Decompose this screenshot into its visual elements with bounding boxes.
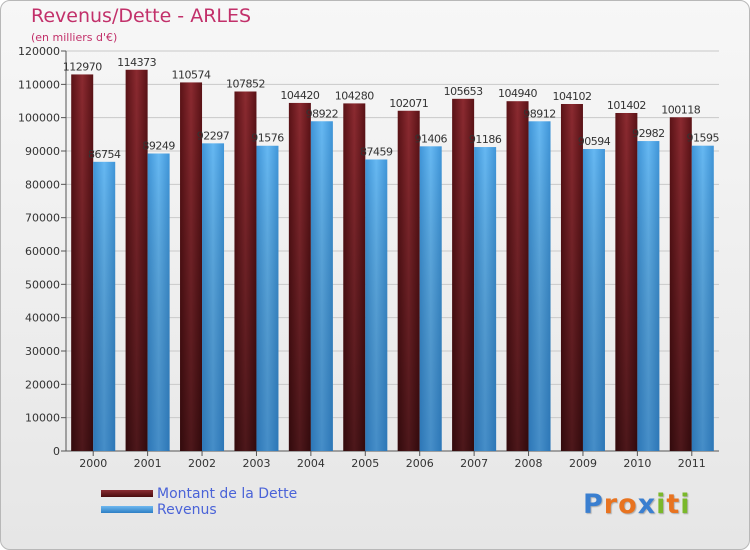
bar-dette-shade — [615, 112, 638, 451]
data-label: 92982 — [632, 127, 665, 140]
bar-dette-shade — [125, 69, 148, 452]
data-label: 86754 — [88, 148, 121, 161]
y-tick-label: 60000 — [25, 245, 60, 258]
x-tick-label: 2005 — [351, 457, 379, 470]
x-tick-label: 2000 — [79, 457, 107, 470]
bar-dette-shade — [506, 101, 529, 451]
bar-revenus-shade — [365, 159, 388, 451]
y-tick-label: 80000 — [25, 178, 60, 191]
data-label: 114373 — [117, 56, 156, 69]
data-label: 104102 — [552, 90, 591, 103]
x-tick-label: 2008 — [515, 457, 543, 470]
y-tick-label: 40000 — [25, 312, 60, 325]
logo-letter: r — [603, 489, 619, 520]
bar-dette-shade — [669, 117, 692, 452]
bar-revenus-shade — [474, 147, 497, 451]
y-tick-label: 10000 — [25, 412, 60, 425]
bar-revenus-shade — [93, 161, 116, 451]
bar-dette-shade — [452, 98, 475, 451]
logo-letter: t — [666, 489, 681, 520]
data-label: 104940 — [498, 87, 537, 100]
logo-letter: i — [656, 489, 667, 520]
data-label: 104420 — [280, 89, 319, 102]
data-label: 102071 — [389, 97, 428, 110]
logo-letter: i — [680, 489, 691, 520]
x-tick-label: 2011 — [678, 457, 706, 470]
bar-revenus-shade — [147, 153, 170, 451]
bar-revenus-shade — [637, 141, 660, 451]
x-tick-label: 2010 — [623, 457, 651, 470]
x-tick-label: 2006 — [406, 457, 434, 470]
bar-revenus-shade — [691, 145, 714, 451]
legend-label-revenus: Revenus — [157, 502, 217, 518]
x-tick-label: 2007 — [460, 457, 488, 470]
bar-dette-shade — [343, 103, 366, 452]
x-tick-label: 2009 — [569, 457, 597, 470]
bar-revenus-shade — [310, 121, 333, 451]
y-tick-label: 70000 — [25, 212, 60, 225]
data-label: 110574 — [172, 68, 211, 81]
bar-dette-shade — [71, 74, 94, 451]
x-tick-label: 2003 — [242, 457, 270, 470]
data-label: 91576 — [251, 132, 284, 145]
data-label: 105653 — [444, 85, 483, 98]
data-label: 100118 — [661, 103, 700, 116]
bar-revenus-shade — [202, 143, 225, 452]
data-label: 101402 — [607, 99, 646, 112]
logo-letter: o — [618, 489, 638, 520]
bar-dette-shade — [180, 82, 203, 452]
bar-revenus-shade — [419, 146, 442, 451]
data-label: 90594 — [578, 135, 611, 148]
y-tick-label: 20000 — [25, 378, 60, 391]
bar-dette-shade — [234, 91, 257, 451]
legend-label-dette: Montant de la Dette — [157, 486, 298, 502]
y-tick-label: 120000 — [18, 45, 60, 58]
data-label: 112970 — [63, 60, 102, 73]
proxiti-logo: Proxiti — [583, 489, 691, 520]
x-tick-label: 2004 — [297, 457, 325, 470]
bar-dette-shade — [397, 110, 420, 451]
legend-swatch-dette — [101, 490, 153, 497]
chart-title: Revenus/Dette - ARLES — [31, 5, 252, 27]
y-tick-label: 50000 — [25, 278, 60, 291]
data-label: 98922 — [306, 107, 339, 120]
logo-letter: P — [583, 489, 604, 520]
logo-letter: x — [637, 489, 657, 520]
y-tick-label: 110000 — [18, 78, 60, 91]
bar-revenus-shade — [256, 145, 279, 451]
data-label: 91406 — [414, 132, 447, 145]
data-label: 98912 — [523, 107, 556, 120]
legend-swatch-revenus — [101, 506, 153, 513]
y-tick-label: 0 — [53, 445, 60, 458]
bar-revenus-shade — [582, 149, 605, 451]
y-tick-label: 30000 — [25, 345, 60, 358]
data-label: 91595 — [687, 132, 720, 145]
data-label: 87459 — [360, 145, 393, 158]
y-tick-label: 100000 — [18, 112, 60, 125]
data-label: 91186 — [469, 133, 502, 146]
x-tick-label: 2001 — [134, 457, 162, 470]
bar-dette-shade — [288, 102, 311, 451]
bar-dette-shade — [560, 103, 583, 451]
chart-subtitle: (en milliers d'€) — [31, 31, 118, 44]
y-tick-label: 90000 — [25, 145, 60, 158]
data-label: 104280 — [335, 89, 374, 102]
x-tick-label: 2002 — [188, 457, 216, 470]
bar-revenus-shade — [528, 121, 551, 451]
data-label: 107852 — [226, 77, 265, 90]
data-label: 89249 — [142, 140, 175, 153]
data-label: 92297 — [197, 129, 230, 142]
